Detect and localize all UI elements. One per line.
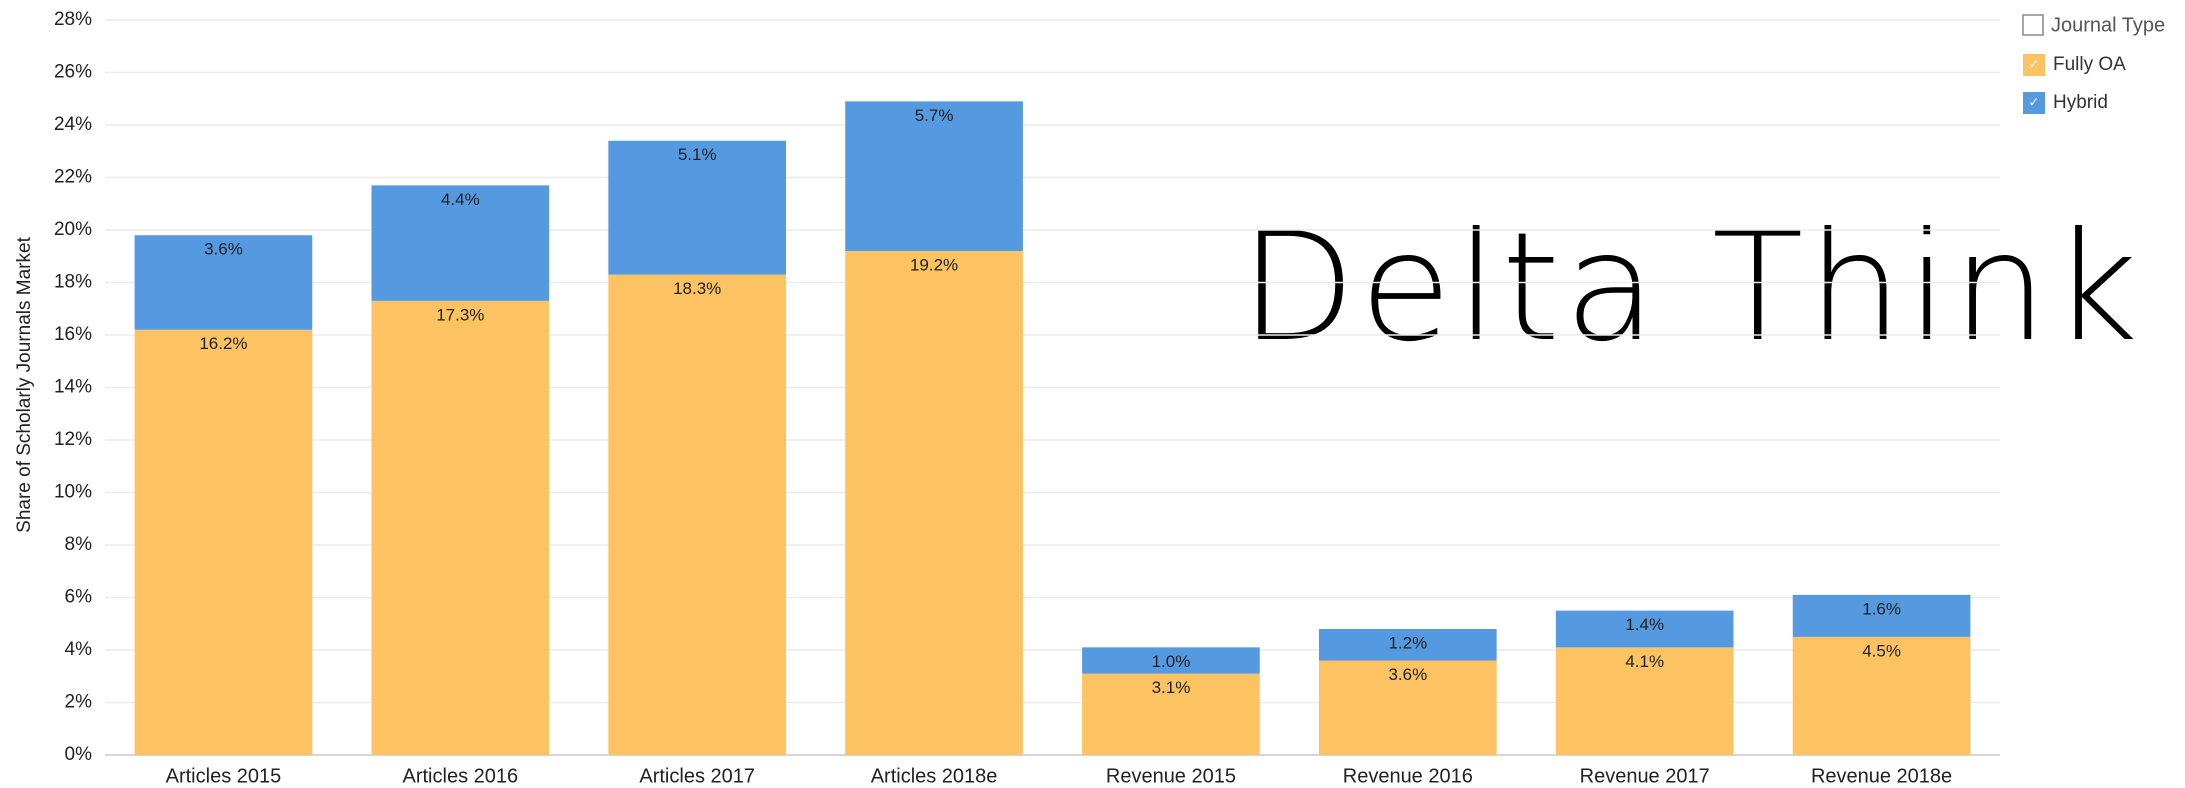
bar-segment xyxy=(1082,647,1260,674)
y-tick-label: 24% xyxy=(54,114,92,135)
legend-check: ✓ xyxy=(2029,56,2040,71)
value-label: 4.1% xyxy=(1625,652,1664,671)
legend: Journal Type xyxy=(2022,14,2165,36)
legend-swatch xyxy=(2023,54,2045,76)
value-label: 3.6% xyxy=(204,240,243,259)
bar-segment xyxy=(1082,673,1260,755)
bar-segment xyxy=(371,300,550,755)
bar-segment xyxy=(845,101,1023,251)
x-tick-label: Revenue 2018e xyxy=(1811,765,1952,787)
x-tick-label: Revenue 2015 xyxy=(1106,765,1236,787)
y-tick-label: 12% xyxy=(54,429,92,450)
x-tick-label: Articles 2016 xyxy=(403,765,519,787)
y-tick-label: 28% xyxy=(54,9,92,30)
legend-label: Fully OA xyxy=(2053,54,2126,75)
value-label: 1.6% xyxy=(1862,599,1901,618)
y-axis-title: Share of Scholarly Journals Market xyxy=(14,236,35,532)
value-label: 3.6% xyxy=(1388,665,1427,684)
bar-segment xyxy=(1318,629,1497,661)
value-label: 3.1% xyxy=(1152,678,1191,697)
legend-swatch xyxy=(2023,92,2045,114)
bar-segment xyxy=(1318,660,1497,755)
bar-segment xyxy=(1555,647,1734,755)
y-tick-label: 20% xyxy=(54,219,92,240)
value-label: 1.2% xyxy=(1388,633,1427,652)
y-tick-label: 14% xyxy=(54,377,92,398)
legend-title-checkbox[interactable] xyxy=(2022,14,2044,36)
y-tick-label: 10% xyxy=(54,482,92,503)
value-label: 5.1% xyxy=(678,145,717,164)
x-tick-label: Revenue 2017 xyxy=(1580,765,1710,787)
y-tick-label: 4% xyxy=(65,639,93,660)
value-label: 1.4% xyxy=(1625,615,1664,634)
y-tick-label: 0% xyxy=(65,744,93,765)
x-tick-label: Articles 2017 xyxy=(639,765,755,787)
legend-label: Hybrid xyxy=(2053,92,2108,113)
value-label: 19.2% xyxy=(910,255,958,274)
y-tick-label: 22% xyxy=(54,167,92,188)
y-tick-label: 2% xyxy=(65,692,93,713)
bar-segment xyxy=(1792,594,1971,637)
bar-segment xyxy=(134,235,313,330)
value-label: 4.4% xyxy=(441,190,480,209)
value-label: 17.3% xyxy=(436,305,484,324)
value-label: 18.3% xyxy=(673,279,721,298)
y-tick-label: 16% xyxy=(54,324,92,345)
legend-title: Journal Type xyxy=(2051,14,2165,36)
y-tick-label: 8% xyxy=(65,534,93,555)
bar-segment xyxy=(1555,610,1734,648)
y-tick-label: 6% xyxy=(65,587,93,608)
watermark: Delta Think xyxy=(1240,201,2142,375)
bar-segment xyxy=(608,274,787,755)
value-label: 5.7% xyxy=(915,106,954,125)
x-tick-label: Revenue 2016 xyxy=(1343,765,1473,787)
bar-segment xyxy=(1792,636,1971,755)
bar-segment xyxy=(845,251,1023,755)
x-tick-label: Articles 2015 xyxy=(166,765,282,787)
value-label: 4.5% xyxy=(1862,641,1901,660)
value-label: 16.2% xyxy=(199,334,247,353)
value-label: 1.0% xyxy=(1152,652,1191,671)
legend-check: ✓ xyxy=(2029,94,2040,109)
y-tick-label: 18% xyxy=(54,272,92,293)
bar-segment xyxy=(371,185,550,301)
bar-segment xyxy=(608,140,787,275)
y-tick-label: 26% xyxy=(54,62,92,83)
x-tick-label: Articles 2018e xyxy=(871,765,998,787)
bar-segment xyxy=(134,329,313,755)
